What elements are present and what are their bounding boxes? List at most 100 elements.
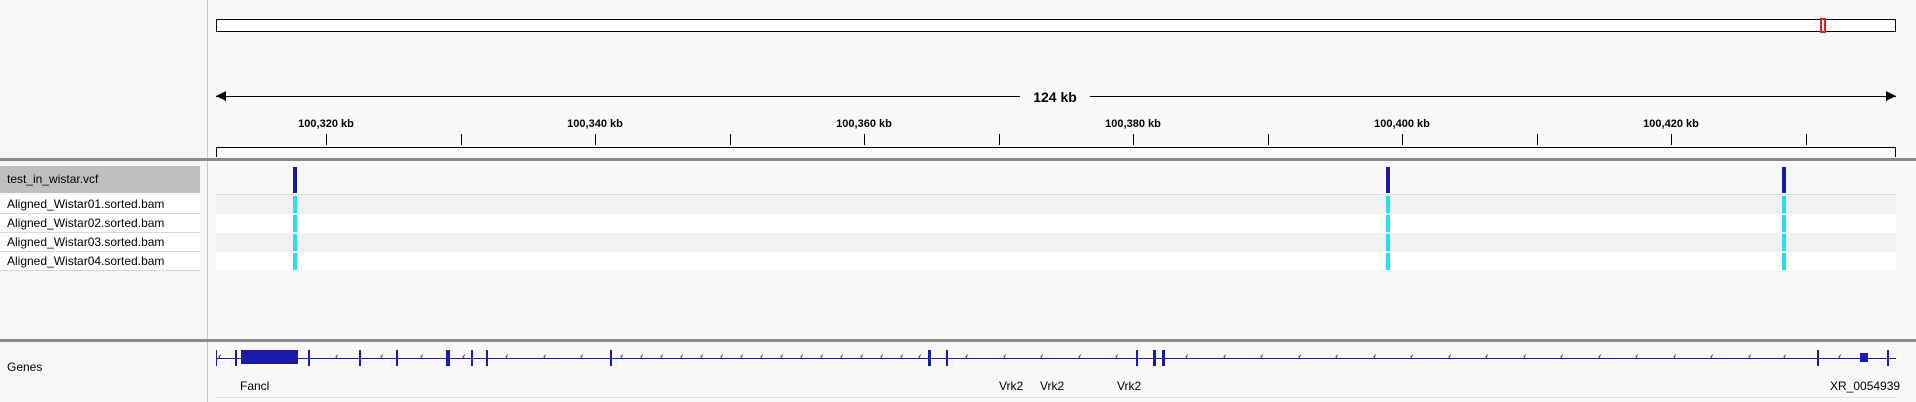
gene-name[interactable]: Fancl [240, 379, 270, 393]
gene-track-panel[interactable] [208, 342, 1916, 402]
sample-name[interactable]: Aligned_Wistar02.sorted.bam [0, 214, 200, 233]
gene-exon[interactable] [946, 350, 948, 366]
ruler-tick [1402, 134, 1403, 145]
strand-arrow-icon: ‹ [1223, 351, 1227, 363]
strand-arrow-icon: ‹ [1485, 351, 1489, 363]
genotype-call[interactable] [1386, 215, 1390, 232]
sample-name[interactable]: Aligned_Wistar03.sorted.bam [0, 233, 200, 252]
genotype-call[interactable] [1386, 253, 1390, 270]
strand-arrow-icon: ‹ [1783, 351, 1787, 363]
strand-arrow-icon: ‹ [1185, 351, 1189, 363]
gene-exon[interactable] [1860, 353, 1868, 362]
gene-name[interactable]: Vrk2 [999, 379, 1024, 393]
genotype-call[interactable] [293, 234, 297, 251]
strand-arrow-icon: ‹ [1598, 351, 1602, 363]
ruler-tick [864, 134, 865, 145]
strand-arrow-icon: ‹ [1115, 351, 1119, 363]
gene-exon[interactable] [235, 350, 237, 366]
gene-exon[interactable] [1153, 350, 1156, 366]
gene-exon[interactable] [486, 350, 488, 366]
genotype-call[interactable] [293, 196, 297, 213]
strand-arrow-icon: ‹ [1335, 351, 1339, 363]
ruler-tick [999, 134, 1000, 145]
gene-exon[interactable] [396, 350, 398, 366]
strand-arrow-icon: ‹ [660, 351, 664, 363]
genes-track-name[interactable]: Genes [7, 360, 43, 374]
tick-label: 100,360 kb [836, 118, 892, 130]
strand-arrow-icon: ‹ [740, 351, 744, 363]
ruler-baseline [216, 147, 1896, 157]
gene-exon[interactable] [1817, 350, 1819, 366]
gene-intron-line[interactable] [216, 358, 1896, 359]
gene-exon[interactable] [471, 350, 473, 366]
tick-label: 100,320 kb [298, 118, 354, 130]
variant-site[interactable] [1782, 167, 1786, 193]
ruler-tick [1537, 134, 1538, 145]
ruler-tick [1806, 134, 1807, 145]
strand-arrow-icon: ‹ [1710, 351, 1714, 363]
strand-arrow-icon: ‹ [335, 351, 339, 363]
vcf-separator [216, 194, 1896, 195]
strand-arrow-icon: ‹ [380, 351, 384, 363]
strand-arrow-icon: ‹ [1673, 351, 1677, 363]
gene-name[interactable]: Vrk2 [1040, 379, 1065, 393]
gene-exon[interactable] [1887, 350, 1889, 366]
genotype-call[interactable] [1386, 196, 1390, 213]
variant-site[interactable] [293, 167, 297, 193]
strand-arrow-icon: ‹ [1298, 351, 1302, 363]
panel-divider[interactable] [0, 158, 1916, 161]
genotype-call[interactable] [293, 253, 297, 270]
gene-exon[interactable] [928, 350, 931, 366]
strand-arrow-icon: ‹ [1448, 351, 1452, 363]
strand-arrow-icon: ‹ [218, 351, 222, 363]
strand-arrow-icon: ‹ [860, 351, 864, 363]
genotype-call[interactable] [1782, 253, 1786, 270]
strand-arrow-icon: ‹ [1040, 351, 1044, 363]
strand-arrow-icon: ‹ [420, 351, 424, 363]
gene-exon[interactable] [610, 350, 612, 366]
strand-arrow-icon: ‹ [1003, 351, 1007, 363]
strand-arrow-icon: ‹ [965, 351, 969, 363]
current-region-marker[interactable] [1820, 18, 1826, 33]
gene-exon[interactable] [1136, 350, 1138, 366]
strand-arrow-icon: ‹ [820, 351, 824, 363]
genotype-call[interactable] [1782, 215, 1786, 232]
arrow-right-icon [1886, 91, 1896, 101]
gene-track-baseline [216, 397, 1896, 398]
sample-row[interactable] [216, 214, 1896, 233]
sample-name[interactable]: Aligned_Wistar04.sorted.bam [0, 252, 200, 271]
gene-exon[interactable] [359, 350, 361, 366]
strand-arrow-icon: ‹ [1260, 351, 1264, 363]
gene-exon[interactable] [241, 350, 298, 364]
gene-exon[interactable] [446, 350, 450, 366]
tick-label: 100,380 kb [1105, 118, 1161, 130]
strand-arrow-icon: ‹ [1373, 351, 1377, 363]
genotype-call[interactable] [1782, 234, 1786, 251]
chromosome-ideogram[interactable] [216, 19, 1896, 32]
strand-arrow-icon: ‹ [880, 351, 884, 363]
sample-row[interactable] [216, 252, 1896, 271]
strand-arrow-icon: ‹ [1560, 351, 1564, 363]
variant-site[interactable] [1386, 167, 1390, 193]
gene-name[interactable]: XR_0054939 [1830, 379, 1901, 393]
gene-name[interactable]: Vrk2 [1117, 379, 1142, 393]
strand-arrow-icon: ‹ [760, 351, 764, 363]
genotype-call[interactable] [1782, 196, 1786, 213]
tick-label: 100,420 kb [1643, 118, 1699, 130]
sample-name[interactable]: Aligned_Wistar01.sorted.bam [0, 195, 200, 214]
sample-row[interactable] [216, 195, 1896, 214]
genotype-call[interactable] [293, 215, 297, 232]
sample-row[interactable] [216, 233, 1896, 252]
strand-arrow-icon: ‹ [1748, 351, 1752, 363]
strand-arrow-icon: ‹ [1410, 351, 1414, 363]
gene-exon[interactable] [308, 350, 310, 366]
ruler-tick [326, 134, 327, 145]
panel-divider[interactable] [0, 339, 1916, 342]
gene-exon[interactable] [216, 350, 217, 366]
arrow-left-icon [216, 91, 226, 101]
vcf-track-name[interactable]: test_in_wistar.vcf [0, 166, 200, 193]
strand-arrow-icon: ‹ [720, 351, 724, 363]
genotype-call[interactable] [1386, 234, 1390, 251]
gene-exon[interactable] [1162, 350, 1165, 366]
strand-arrow-icon: ‹ [918, 351, 922, 363]
